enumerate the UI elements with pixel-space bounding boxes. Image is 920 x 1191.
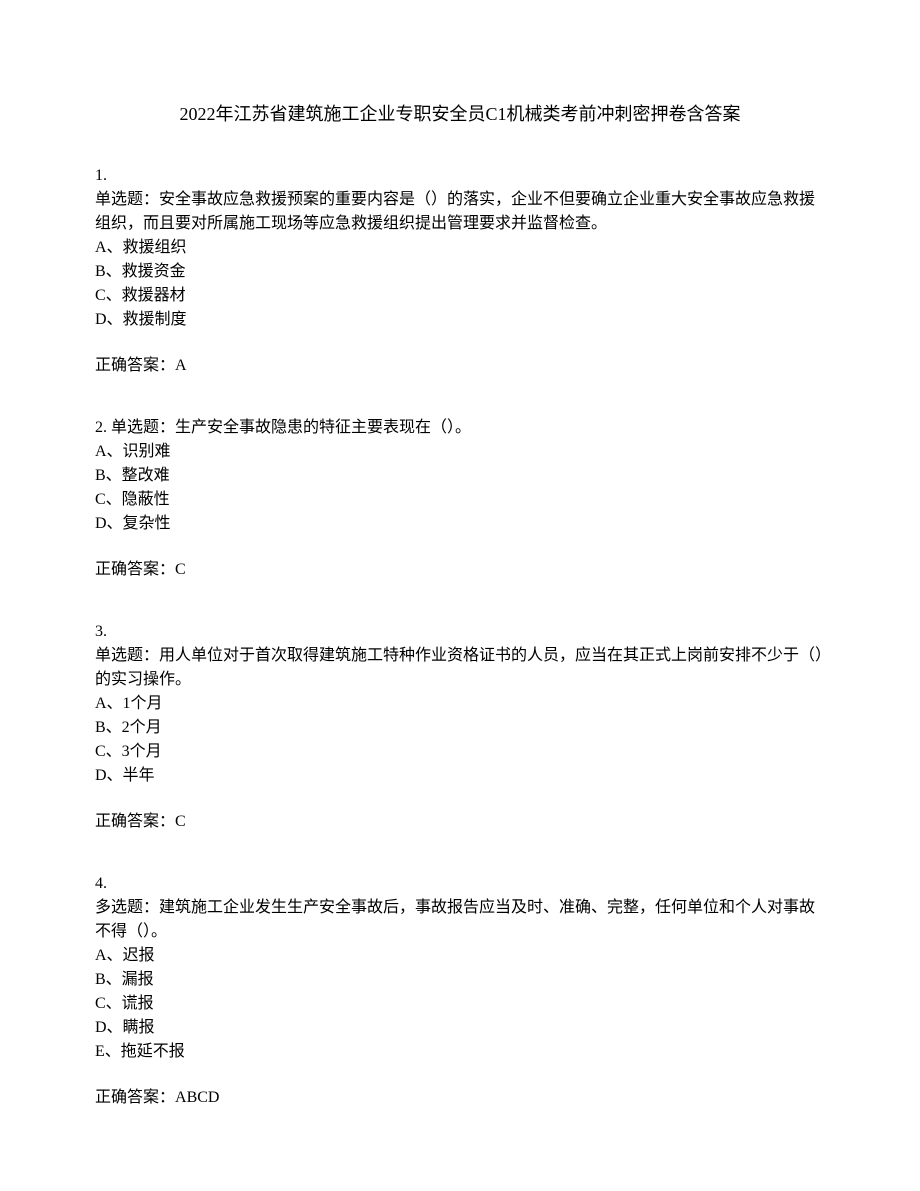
question-stem: 多选题：建筑施工企业发生生产安全事故后，事故报告应当及时、准确、完整，任何单位和… [95,896,825,944]
question-number: 4. [95,872,825,896]
question-block: 4. 多选题：建筑施工企业发生生产安全事故后，事故报告应当及时、准确、完整，任何… [95,872,825,1110]
answer-line: 正确答案：ABCD [95,1086,825,1110]
option-b: B、整改难 [95,464,825,488]
option-d: D、救援制度 [95,308,825,332]
answer-line: 正确答案：C [95,810,825,834]
document-title: 2022年江苏省建筑施工企业专职安全员C1机械类考前冲刺密押卷含答案 [95,100,825,126]
question-number: 3. [95,620,825,644]
option-d: D、复杂性 [95,512,825,536]
question-block: 1. 单选题：安全事故应急救援预案的重要内容是（）的落实，企业不但要确立企业重大… [95,164,825,378]
question-number: 1. [95,164,825,188]
option-b: B、2个月 [95,716,825,740]
option-c: C、3个月 [95,740,825,764]
option-b: B、救援资金 [95,260,825,284]
option-a: A、迟报 [95,944,825,968]
answer-line: 正确答案：C [95,558,825,582]
option-a: A、救援组织 [95,236,825,260]
question-stem: 2. 单选题：生产安全事故隐患的特征主要表现在（）。 [95,416,825,440]
option-c: C、谎报 [95,992,825,1016]
answer-line: 正确答案：A [95,354,825,378]
option-a: A、1个月 [95,692,825,716]
option-b: B、漏报 [95,968,825,992]
option-c: C、救援器材 [95,284,825,308]
option-d: D、半年 [95,764,825,788]
option-d: D、瞒报 [95,1016,825,1040]
question-block: 3. 单选题：用人单位对于首次取得建筑施工特种作业资格证书的人员，应当在其正式上… [95,620,825,834]
option-e: E、拖延不报 [95,1040,825,1064]
question-stem: 单选题：安全事故应急救援预案的重要内容是（）的落实，企业不但要确立企业重大安全事… [95,188,825,236]
option-a: A、识别难 [95,440,825,464]
option-c: C、隐蔽性 [95,488,825,512]
question-stem: 单选题：用人单位对于首次取得建筑施工特种作业资格证书的人员，应当在其正式上岗前安… [95,644,825,692]
question-block: 2. 单选题：生产安全事故隐患的特征主要表现在（）。 A、识别难 B、整改难 C… [95,416,825,582]
